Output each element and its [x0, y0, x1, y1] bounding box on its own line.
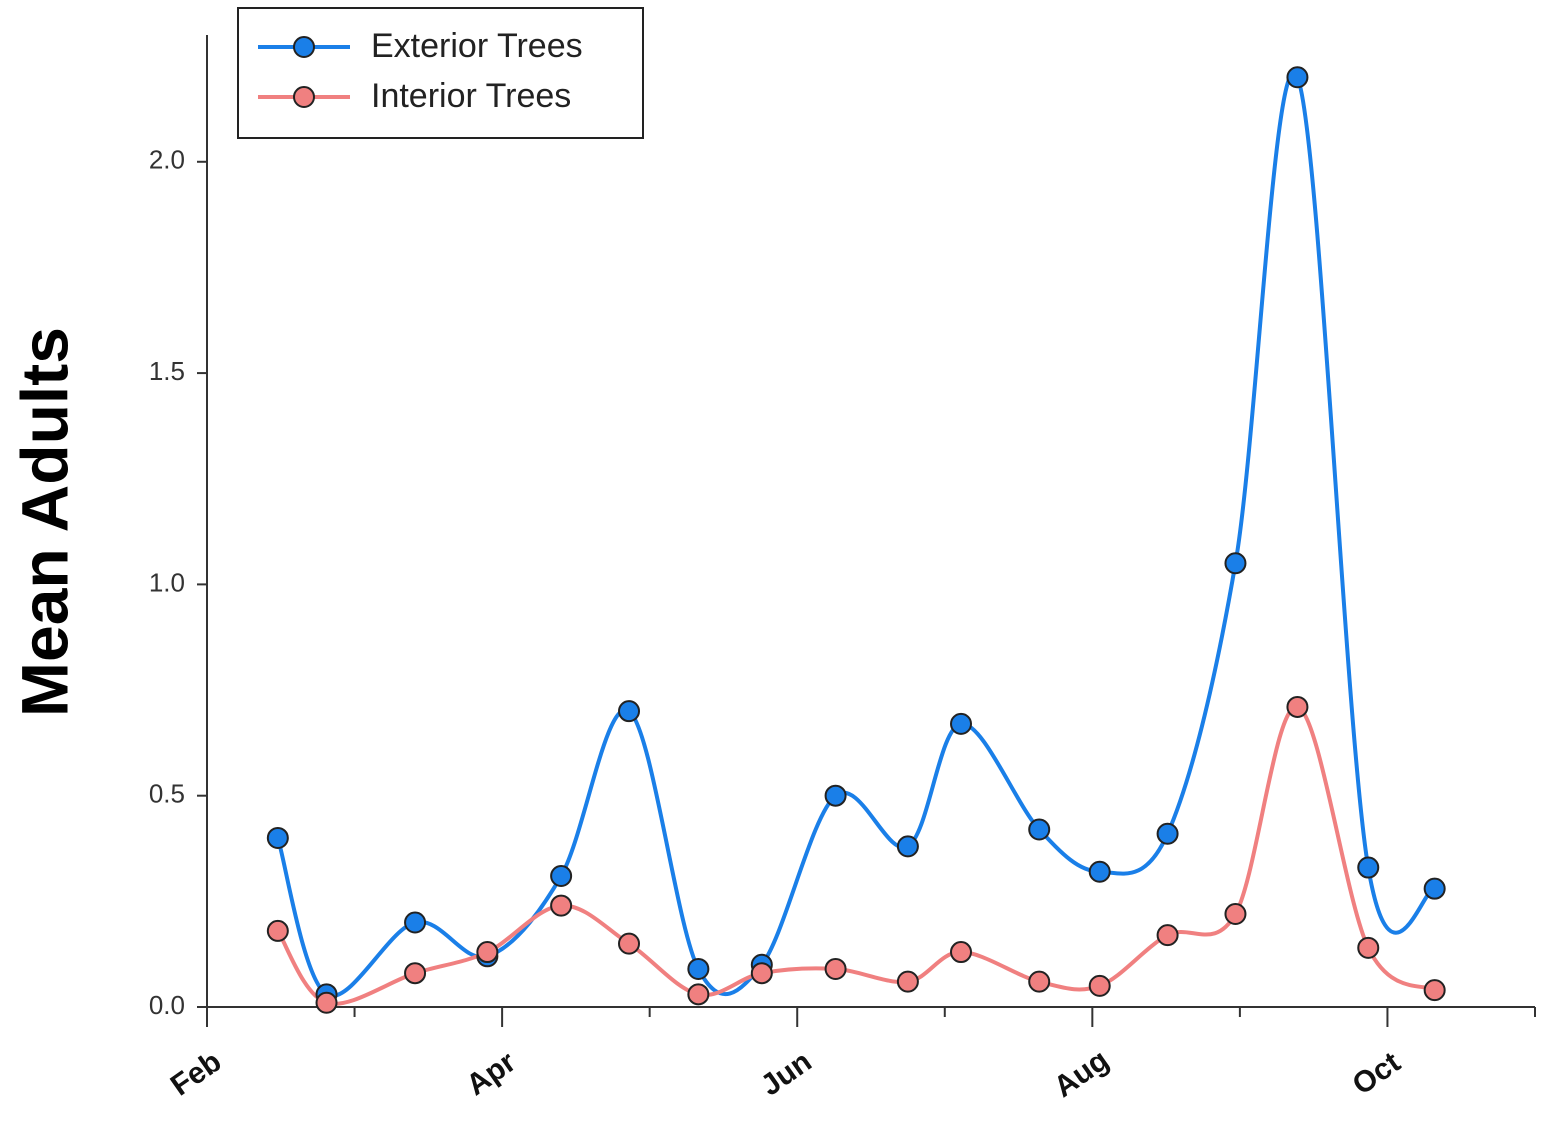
legend-marker: [293, 36, 315, 58]
data-point: [1224, 903, 1247, 926]
legend-box: [237, 7, 644, 139]
data-point: [950, 712, 973, 735]
data-point: [476, 941, 499, 964]
data-point: [266, 919, 289, 942]
x-tick-label: Jun: [755, 1045, 818, 1103]
data-point: [1156, 924, 1179, 947]
data-point: [1357, 856, 1380, 879]
data-point: [1423, 877, 1446, 900]
x-tick-label: Apr: [461, 1045, 523, 1102]
y-tick-label: 0.5: [149, 779, 185, 809]
data-point: [1156, 822, 1179, 845]
data-point: [750, 962, 773, 985]
y-tick-label: 1.0: [149, 567, 185, 597]
legend-marker: [293, 86, 315, 108]
data-point: [1423, 979, 1446, 1002]
data-point: [687, 957, 710, 980]
y-axis-label: Mean Adults: [7, 327, 81, 717]
x-tick-label: Aug: [1048, 1043, 1115, 1103]
data-point: [315, 991, 338, 1014]
data-point: [1357, 936, 1380, 959]
series-line: [276, 704, 1436, 1006]
y-tick-label: 2.0: [149, 145, 185, 175]
x-tick-label: Oct: [1347, 1046, 1407, 1102]
data-point: [618, 700, 641, 723]
y-tick-label: 1.5: [149, 356, 185, 386]
data-point: [550, 864, 573, 887]
data-point: [266, 826, 289, 849]
data-point: [824, 957, 847, 980]
data-point: [824, 784, 847, 807]
data-point: [1028, 970, 1051, 993]
legend-label: Exterior Trees: [371, 27, 583, 65]
data-point: [1224, 552, 1247, 575]
legend-label: Interior Trees: [371, 77, 571, 115]
data-point: [896, 835, 919, 858]
data-point: [550, 894, 573, 917]
data-point: [1088, 860, 1111, 883]
data-point: [687, 983, 710, 1006]
x-tick-label: Feb: [165, 1045, 228, 1103]
data-point: [1028, 818, 1051, 841]
data-point: [1088, 974, 1111, 997]
series-line: [275, 71, 1436, 998]
data-point: [896, 970, 919, 993]
data-point: [1286, 695, 1309, 718]
data-point: [618, 932, 641, 955]
data-point: [404, 911, 427, 934]
data-point: [404, 962, 427, 985]
data-point: [950, 941, 973, 964]
data-point: [1286, 66, 1309, 89]
y-tick-label: 0.0: [149, 990, 185, 1020]
